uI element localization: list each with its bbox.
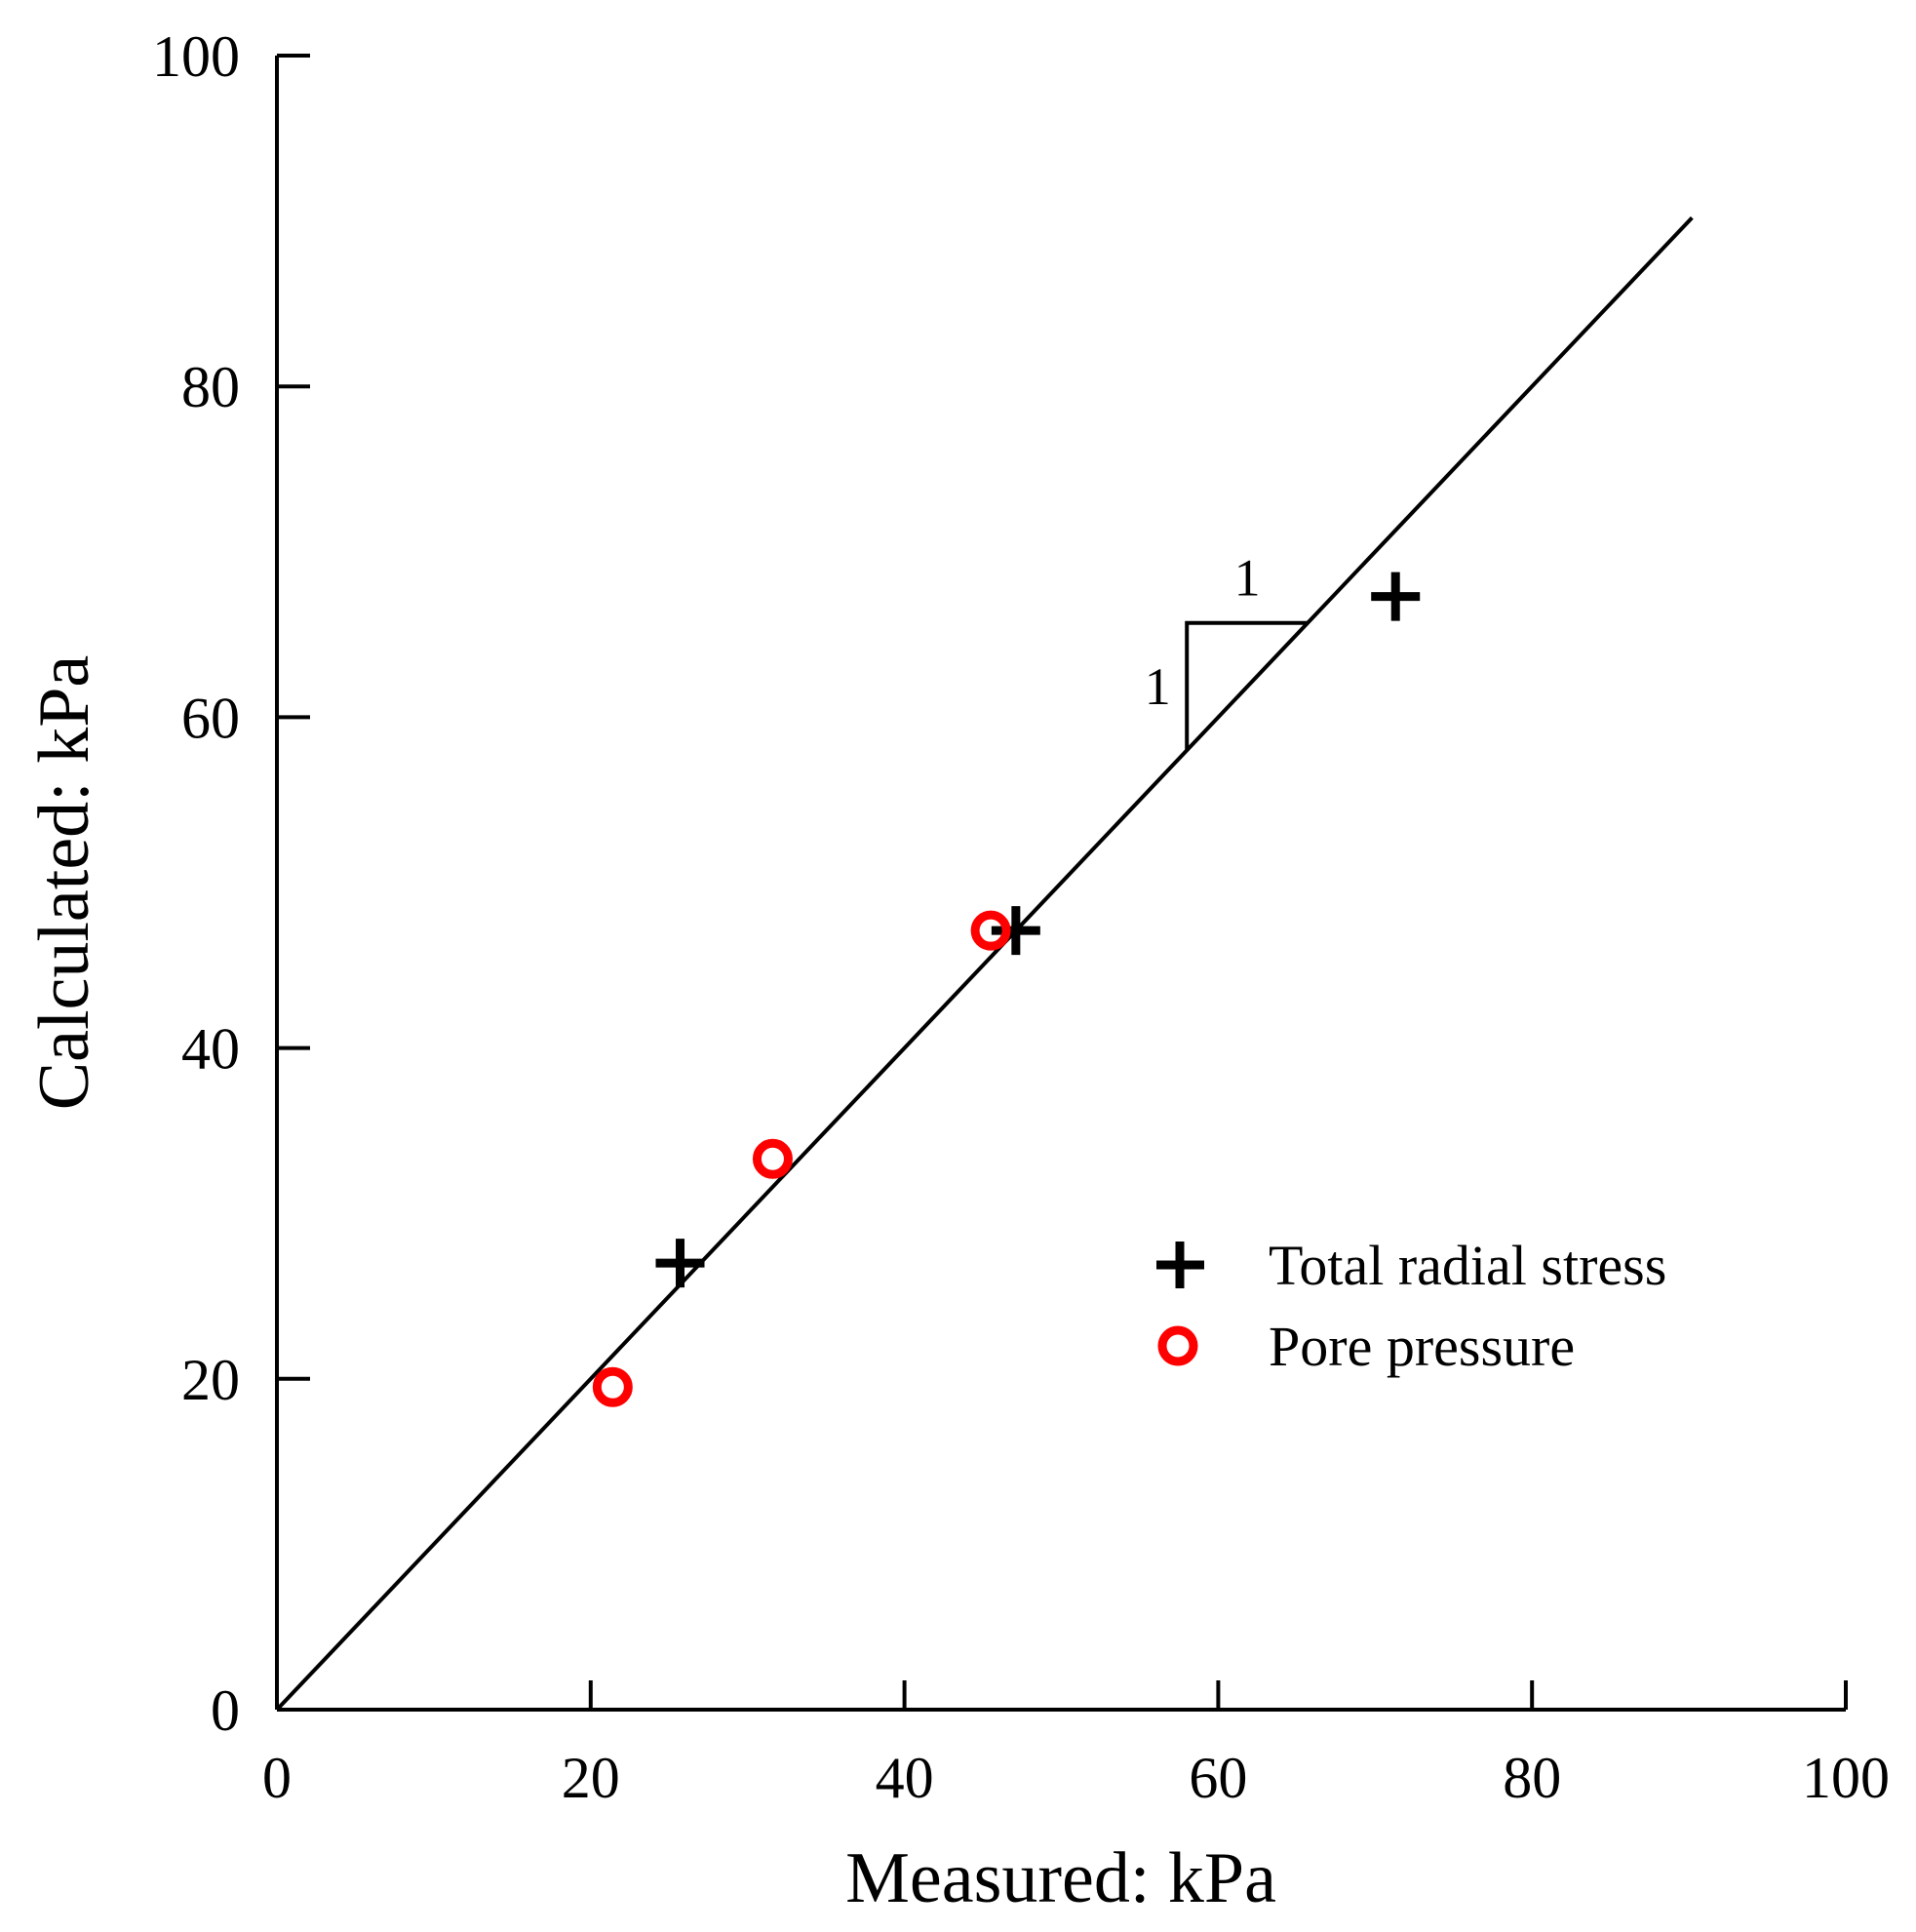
x-tick-label: 80	[1503, 1746, 1561, 1810]
x-tick-label: 20	[562, 1746, 620, 1810]
x-tick-label: 0	[262, 1746, 292, 1810]
x-axis-title: Measured: kPa	[845, 1838, 1276, 1918]
y-tick-label: 40	[181, 1017, 240, 1082]
legend-label-total-radial-stress: Total radial stress	[1269, 1234, 1666, 1297]
point-total-radial-stress	[655, 1239, 705, 1288]
legend: Total radial stress Pore pressure	[1156, 1234, 1666, 1378]
legend-marker-pore-pressure	[1157, 1325, 1198, 1366]
y-ticks: 0 20 40 60 80 100	[152, 24, 310, 1743]
slope-vertical-label: 1	[1145, 657, 1171, 716]
point-pore-pressure	[970, 910, 1011, 951]
point-total-radial-stress	[991, 906, 1040, 956]
y-tick-label: 60	[181, 686, 240, 750]
y-tick-label: 20	[181, 1348, 240, 1412]
y-axis-title: Calculated: kPa	[24, 655, 104, 1110]
legend-marker-total-radial-stress	[1156, 1242, 1204, 1288]
x-tick-label: 60	[1189, 1746, 1247, 1810]
one-to-one-line	[275, 216, 1694, 1712]
y-tick-label: 0	[211, 1678, 240, 1743]
slope-horizontal-label: 1	[1234, 549, 1261, 608]
point-total-radial-stress	[1371, 572, 1421, 621]
legend-label-pore-pressure: Pore pressure	[1269, 1315, 1575, 1378]
x-tick-label: 100	[1802, 1746, 1890, 1810]
point-pore-pressure	[752, 1138, 793, 1179]
point-pore-pressure	[592, 1366, 633, 1407]
slope-triangle	[1185, 620, 1309, 751]
x-tick-label: 40	[876, 1746, 934, 1810]
y-tick-label: 80	[181, 355, 240, 419]
data-points	[592, 572, 1421, 1407]
y-tick-label: 100	[152, 24, 240, 89]
reference-lines: 11	[275, 216, 1694, 1712]
x-ticks: 0 20 40 60 80 100	[262, 1680, 1890, 1810]
